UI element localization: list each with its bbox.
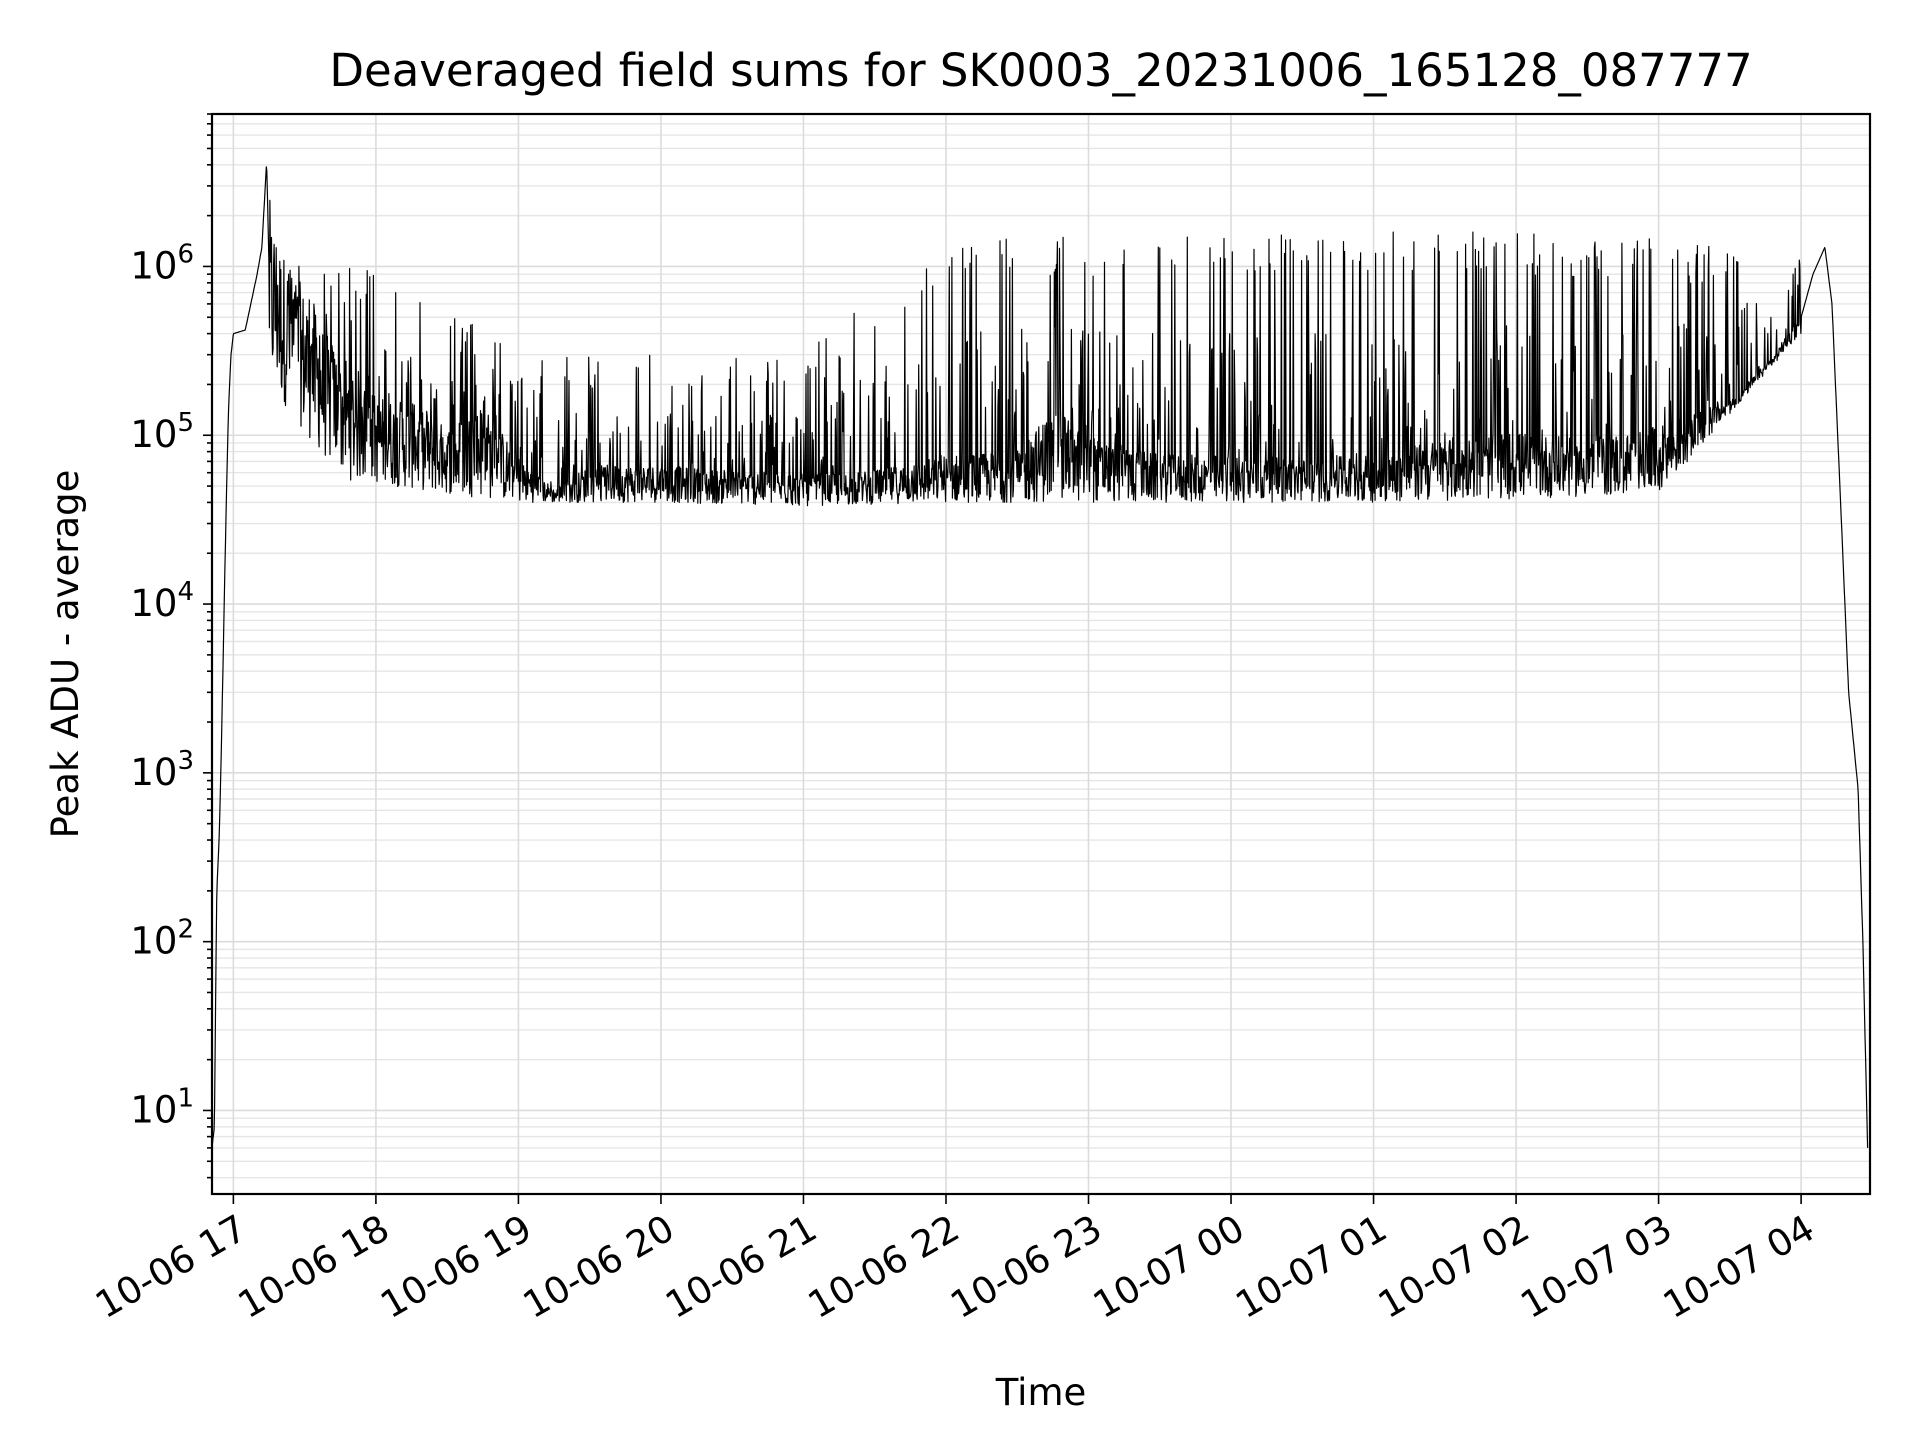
x-tick-label: 10-07 02 (1371, 1207, 1537, 1327)
x-tick-label: 10-06 17 (88, 1207, 254, 1327)
y-axis-ticks: 101 102 103 104 105 106 (130, 113, 212, 1179)
y-axis-label: Peak ADU - average (44, 470, 87, 839)
y-tick-label: 102 (130, 915, 194, 963)
chart-title: Deaveraged field sums for SK0003_2023100… (329, 44, 1752, 97)
x-tick-label: 10-06 20 (516, 1207, 682, 1327)
x-tick-label: 10-07 00 (1086, 1207, 1252, 1327)
y-tick-label: 104 (130, 577, 194, 625)
plot-frame (210, 112, 1872, 1196)
x-tick-label: 10-07 01 (1228, 1207, 1394, 1327)
x-tick-label: 10-06 23 (943, 1207, 1109, 1327)
y-tick-label: 101 (130, 1083, 194, 1131)
series-layer (211, 166, 1869, 1148)
x-tick-label: 10-06 18 (231, 1207, 397, 1327)
x-tick-label: 10-07 04 (1656, 1207, 1822, 1327)
series-line (211, 166, 1869, 1148)
x-tick-label: 10-06 22 (801, 1207, 967, 1327)
x-tick-label: 10-06 21 (658, 1207, 824, 1327)
x-tick-label: 10-07 03 (1514, 1207, 1680, 1327)
y-tick-label: 105 (130, 408, 194, 456)
x-tick-label: 10-06 19 (373, 1207, 539, 1327)
y-tick-label: 106 (130, 239, 194, 287)
x-axis-label: Time (995, 1371, 1087, 1414)
y-tick-label: 103 (130, 746, 194, 794)
